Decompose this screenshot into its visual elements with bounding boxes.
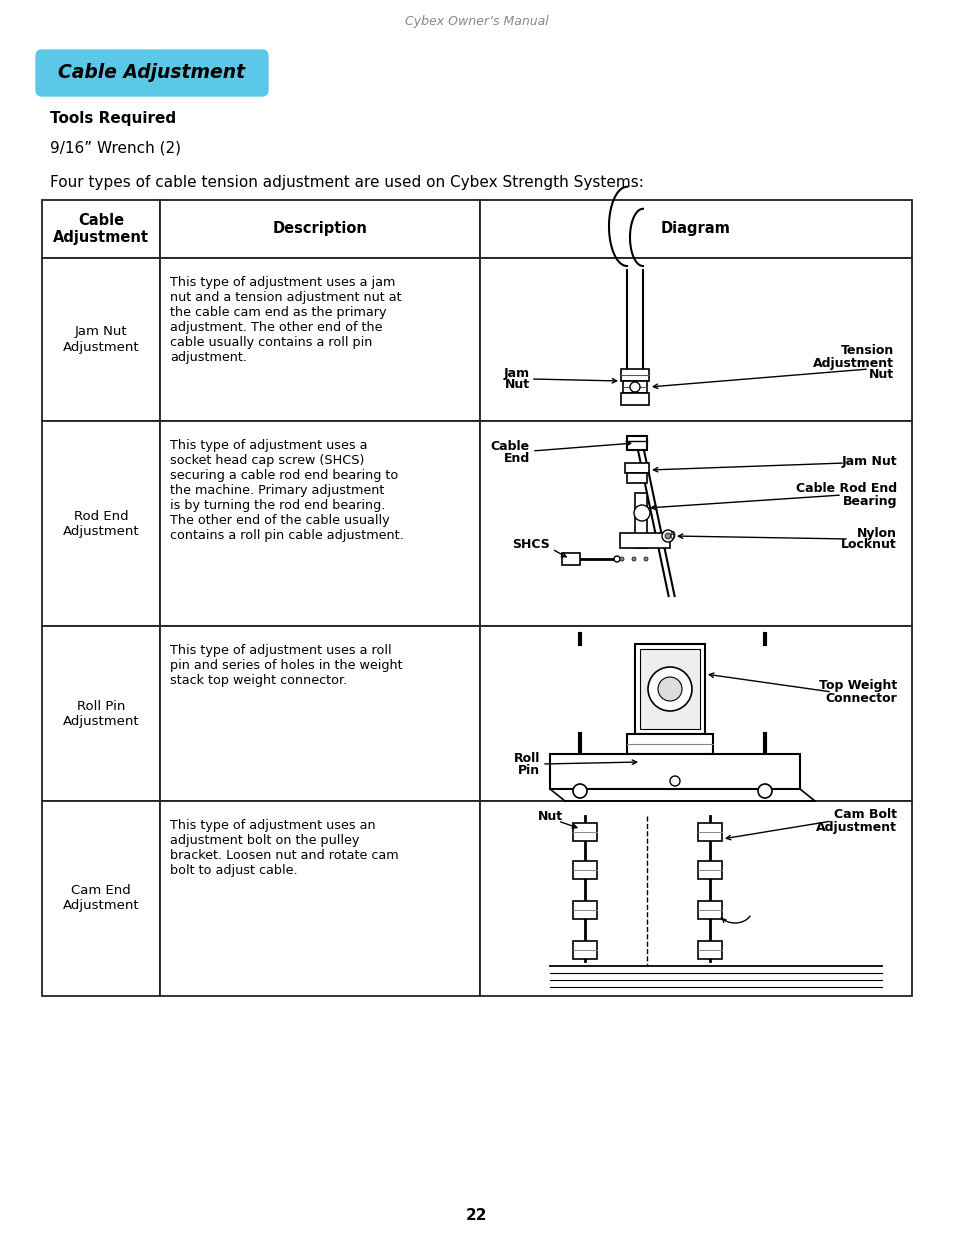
Text: Diagram: Diagram	[660, 221, 730, 236]
Bar	[550, 755, 800, 789]
Text: Nylon: Nylon	[856, 526, 896, 540]
Text: Cam Bolt: Cam Bolt	[833, 809, 896, 821]
Bar	[479, 626, 911, 802]
Bar	[573, 823, 597, 841]
Circle shape	[758, 784, 771, 798]
Bar	[626, 734, 712, 755]
Text: Pin: Pin	[517, 763, 539, 777]
Text: This type of adjustment uses a
socket head cap screw (SHCS)
securing a cable rod: This type of adjustment uses a socket he…	[170, 438, 403, 542]
Circle shape	[658, 677, 681, 701]
Text: This type of adjustment uses a jam
nut and a tension adjustment nut at
the cable: This type of adjustment uses a jam nut a…	[170, 275, 401, 364]
Text: Nut: Nut	[504, 378, 530, 391]
Bar	[479, 421, 911, 626]
Text: Connector: Connector	[824, 692, 896, 704]
Bar	[635, 643, 704, 734]
Text: 22: 22	[466, 1208, 487, 1223]
Text: Jam: Jam	[503, 367, 530, 379]
FancyBboxPatch shape	[36, 49, 268, 96]
Text: Cable: Cable	[491, 440, 530, 452]
Circle shape	[643, 557, 647, 561]
Ellipse shape	[645, 760, 656, 764]
Text: Jam Nut: Jam Nut	[841, 454, 896, 468]
Ellipse shape	[669, 760, 679, 764]
Text: Nut: Nut	[537, 809, 562, 823]
Text: Jam Nut
Adjustment: Jam Nut Adjustment	[63, 326, 139, 353]
Text: Nut: Nut	[868, 368, 893, 382]
Bar	[160, 626, 479, 802]
Bar	[620, 369, 648, 382]
Circle shape	[647, 667, 691, 711]
Bar	[698, 823, 721, 841]
Text: Locknut: Locknut	[841, 538, 896, 552]
Bar	[626, 473, 646, 483]
Circle shape	[664, 534, 670, 538]
Circle shape	[573, 784, 586, 798]
Ellipse shape	[721, 900, 747, 920]
Bar	[42, 626, 160, 802]
Bar	[620, 393, 648, 405]
Bar	[479, 258, 911, 421]
Circle shape	[669, 776, 679, 785]
Ellipse shape	[654, 760, 663, 764]
Bar	[42, 200, 160, 258]
Bar	[573, 861, 597, 879]
Text: Cable Rod End: Cable Rod End	[795, 483, 896, 495]
Bar	[42, 258, 160, 421]
Bar	[42, 802, 160, 995]
Text: Roll: Roll	[513, 752, 539, 764]
Ellipse shape	[629, 760, 639, 764]
Text: This type of adjustment uses an
adjustment bolt on the pulley
bracket. Loosen nu: This type of adjustment uses an adjustme…	[170, 819, 398, 877]
Text: Cable Adjustment: Cable Adjustment	[58, 63, 245, 83]
Circle shape	[614, 556, 619, 562]
Bar	[479, 200, 911, 258]
Text: 9/16” Wrench (2): 9/16” Wrench (2)	[50, 141, 181, 156]
Text: Four types of cable tension adjustment are used on Cybex Strength Systems:: Four types of cable tension adjustment a…	[50, 175, 643, 190]
Bar	[698, 902, 721, 919]
Bar	[619, 534, 669, 548]
Text: SHCS: SHCS	[512, 538, 550, 552]
Text: Adjustment: Adjustment	[812, 357, 893, 369]
Bar	[160, 421, 479, 626]
Bar	[573, 941, 597, 960]
Text: End: End	[503, 452, 530, 464]
Text: Tools Required: Tools Required	[50, 110, 176, 126]
Ellipse shape	[661, 760, 671, 764]
Bar	[624, 463, 648, 473]
Circle shape	[631, 557, 636, 561]
Bar	[160, 200, 479, 258]
Circle shape	[634, 505, 649, 521]
Circle shape	[661, 530, 673, 542]
Ellipse shape	[730, 906, 739, 914]
Text: Description: Description	[273, 221, 367, 236]
Bar	[160, 258, 479, 421]
Bar	[698, 861, 721, 879]
Text: θ: θ	[668, 531, 674, 541]
Text: Cybex Owner’s Manual: Cybex Owner’s Manual	[405, 16, 548, 28]
Bar	[160, 802, 479, 995]
Text: Tension: Tension	[840, 345, 893, 357]
Bar	[573, 902, 597, 919]
Bar	[635, 493, 646, 548]
Circle shape	[629, 382, 639, 391]
Bar	[626, 436, 646, 450]
Bar	[42, 421, 160, 626]
Text: Cam End
Adjustment: Cam End Adjustment	[63, 884, 139, 913]
Text: Top Weight: Top Weight	[818, 679, 896, 693]
Text: Adjustment: Adjustment	[815, 820, 896, 834]
Text: Rod End
Adjustment: Rod End Adjustment	[63, 510, 139, 537]
Text: Bearing: Bearing	[841, 494, 896, 508]
Bar	[479, 802, 911, 995]
Bar	[622, 382, 646, 393]
Ellipse shape	[638, 760, 647, 764]
Text: Cable
Adjustment: Cable Adjustment	[53, 212, 149, 246]
Text: This type of adjustment uses a roll
pin and series of holes in the weight
stack : This type of adjustment uses a roll pin …	[170, 643, 402, 687]
Bar	[561, 553, 579, 564]
Text: Roll Pin
Adjustment: Roll Pin Adjustment	[63, 699, 139, 727]
Bar	[639, 650, 700, 729]
Circle shape	[619, 557, 623, 561]
Bar	[698, 941, 721, 960]
